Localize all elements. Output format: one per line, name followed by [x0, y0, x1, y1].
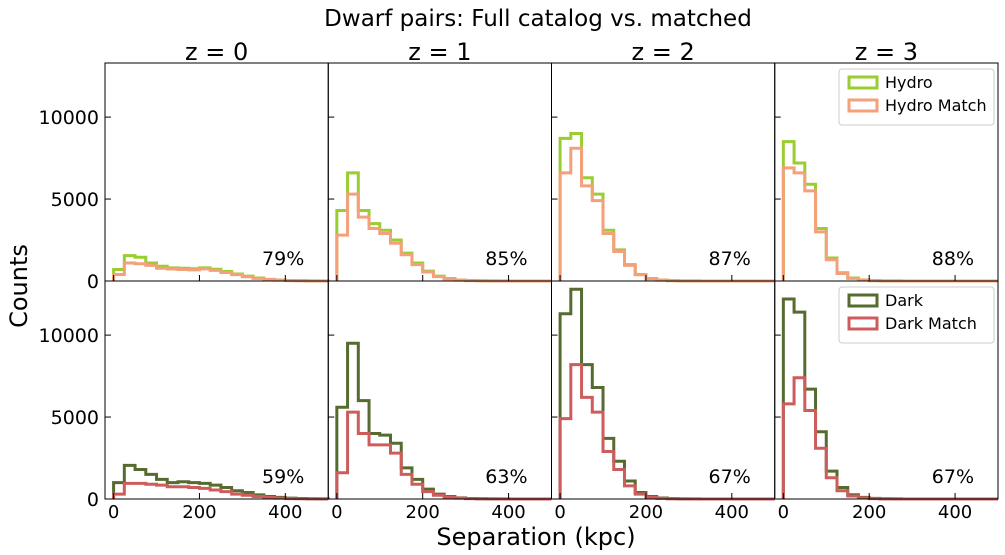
percent-label-r1-c1: 63% — [485, 466, 527, 488]
percent-label-r0-c1: 85% — [485, 248, 527, 270]
panel-frame-r1-c3 — [774, 280, 999, 500]
legend-label-dark-match: Dark Match — [885, 314, 977, 333]
percent-label-r1-c3: 67% — [932, 466, 974, 488]
x-tick-label-c0-0: 0 — [108, 502, 119, 523]
x-tick-label-c3-1: 200 — [852, 502, 886, 523]
x-tick-label-c2-1: 200 — [629, 502, 663, 523]
y-tick-label-r1-0: 0 — [87, 489, 99, 511]
x-tick-label-c1-1: 200 — [406, 502, 440, 523]
percent-label-r1-c0: 59% — [262, 466, 304, 488]
percent-label-r0-c3: 88% — [932, 248, 974, 270]
percent-label-r0-c2: 87% — [709, 248, 751, 270]
legend-label-hydro-match: Hydro Match — [885, 96, 987, 115]
y-tick-label-r1-2: 10000 — [39, 325, 99, 347]
x-tick-label-c3-0: 0 — [778, 502, 789, 523]
legend-swatch-hydro — [847, 75, 879, 90]
column-title-c2: z = 2 — [632, 38, 695, 66]
column-title-c0: z = 0 — [185, 38, 248, 66]
chart-title: Dwarf pairs: Full catalog vs. matched — [324, 6, 752, 32]
x-tick-label-c2-0: 0 — [554, 502, 565, 523]
x-axis-label: Separation (kpc) — [436, 523, 635, 551]
y-tick-label-r0-1: 5000 — [51, 189, 99, 211]
legend-swatch-hydro-match — [847, 98, 879, 113]
x-tick-label-c2-2: 400 — [715, 502, 749, 523]
percent-label-r0-c0: 79% — [262, 248, 304, 270]
legend-swatch-dark — [847, 293, 879, 308]
legend-label-hydro: Hydro — [885, 73, 933, 92]
y-axis-label: Counts — [5, 244, 33, 328]
y-tick-label-r0-2: 10000 — [39, 107, 99, 129]
x-tick-label-c1-2: 400 — [491, 502, 525, 523]
x-tick-label-c3-2: 400 — [938, 502, 972, 523]
y-tick-label-r1-1: 5000 — [51, 407, 99, 429]
x-tick-label-c0-2: 400 — [268, 502, 302, 523]
x-tick-label-c1-0: 0 — [331, 502, 342, 523]
x-tick-label-c0-1: 200 — [182, 502, 216, 523]
legend-label-dark: Dark — [885, 291, 924, 310]
percent-label-r1-c2: 67% — [709, 466, 751, 488]
legend-swatch-dark-match — [847, 316, 879, 331]
panels-layer: 0 5000 10000 79% z = 0 85% z = 1 87% z = 2 88% z =… — [39, 38, 999, 523]
y-tick-label-r0-0: 0 — [87, 271, 99, 293]
column-title-c1: z = 1 — [408, 38, 471, 66]
column-title-c3: z = 3 — [855, 38, 918, 66]
